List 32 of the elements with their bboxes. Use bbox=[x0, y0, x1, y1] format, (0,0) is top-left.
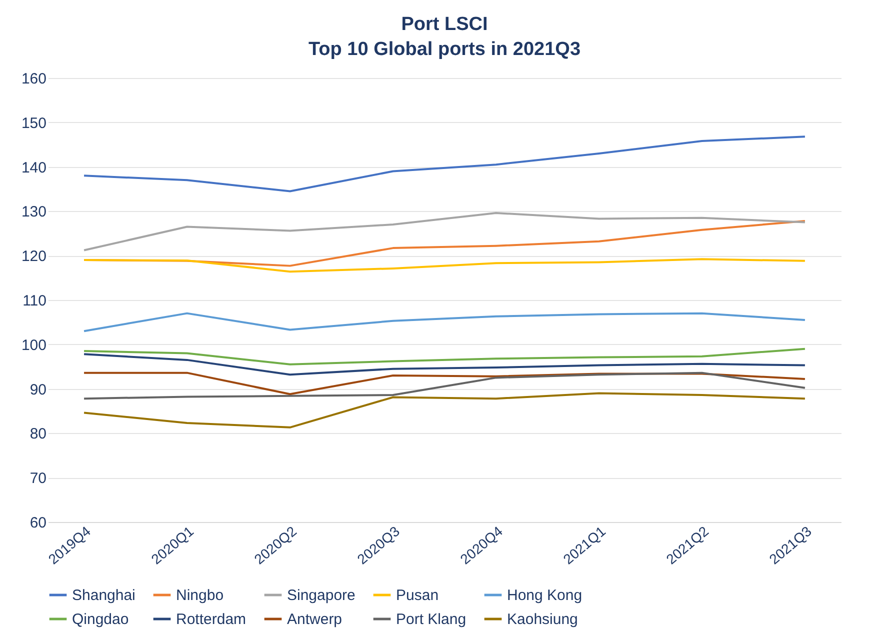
line-series bbox=[83, 212, 806, 252]
y-tick-label: 110 bbox=[22, 292, 46, 310]
y-tick-label: 140 bbox=[21, 159, 46, 176]
line-series bbox=[83, 348, 806, 366]
line-series bbox=[83, 258, 806, 273]
legend-label: Singapore bbox=[287, 587, 356, 604]
legend-label: Qingdao bbox=[72, 611, 129, 628]
line-series bbox=[83, 392, 806, 428]
legend-label: Kaohsiung bbox=[507, 611, 578, 628]
legend-label: Port Klang bbox=[396, 611, 466, 628]
legend-label: Antwerp bbox=[287, 611, 342, 628]
legend-label: Rotterdam bbox=[176, 611, 246, 628]
y-tick-label: 150 bbox=[21, 114, 46, 132]
line-series bbox=[83, 372, 806, 396]
y-tick-label: 70 bbox=[30, 470, 46, 488]
y-tick-label: 160 bbox=[21, 70, 46, 88]
line-series bbox=[83, 353, 806, 376]
line-series bbox=[83, 312, 806, 332]
chart-title: Port LSCI bbox=[401, 14, 488, 35]
y-tick-label: 100 bbox=[21, 336, 46, 354]
y-tick-label: 120 bbox=[21, 248, 46, 266]
line-series bbox=[83, 372, 806, 400]
y-tick-label: 130 bbox=[21, 204, 46, 221]
y-tick-label: 60 bbox=[30, 514, 46, 532]
chart-subtitle: Top 10 Global ports in 2021Q3 bbox=[308, 39, 581, 60]
y-tick-label: 80 bbox=[30, 426, 46, 443]
legend-label: Ningbo bbox=[176, 587, 224, 604]
legend-label: Pusan bbox=[396, 587, 439, 604]
y-tick-label: 90 bbox=[30, 381, 46, 398]
legend-label: Shanghai bbox=[72, 587, 136, 604]
legend-label: Hong Kong bbox=[507, 587, 582, 604]
line-series bbox=[83, 136, 806, 192]
